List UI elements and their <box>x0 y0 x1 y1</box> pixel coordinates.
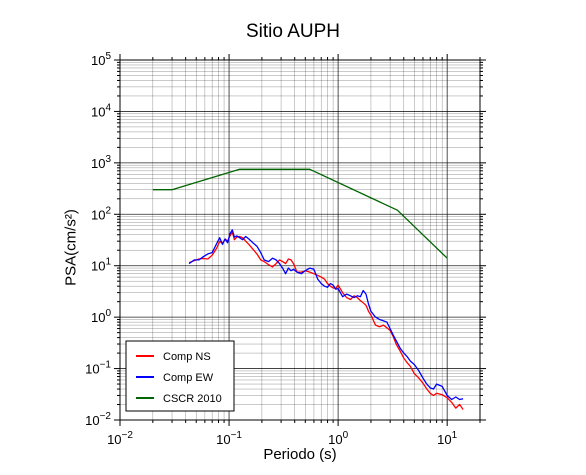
y-tick-labels: 10−2 10−1 100 101 102 103 104 105 <box>85 51 111 428</box>
x-axis-label: Periodo (s) <box>263 446 337 463</box>
series-group <box>152 168 464 410</box>
tick-marks <box>114 54 486 426</box>
legend-label: CSCR 2010 <box>163 393 222 405</box>
y-tick-label: 100 <box>91 308 111 325</box>
y-tick-label: 10−1 <box>85 360 111 377</box>
x-tick-labels: 10−2 10−1 100 101 <box>107 430 458 447</box>
series-line-cscr-2010 <box>152 168 448 259</box>
x-tick-label: 10−2 <box>107 430 133 447</box>
legend: Comp NS Comp EW CSCR 2010 <box>125 340 235 412</box>
x-tick-label: 101 <box>437 430 457 447</box>
y-tick-label: 101 <box>91 257 111 274</box>
grid-lines <box>119 59 481 421</box>
y-tick-label: 103 <box>91 154 111 171</box>
y-axis-label: PSA(cm/s²) <box>62 209 80 286</box>
legend-label: Comp EW <box>163 372 214 384</box>
x-tick-label: 100 <box>328 430 348 447</box>
y-tick-label: 104 <box>91 102 111 119</box>
series-line-comp-ew <box>188 229 464 401</box>
x-tick-label: 10−1 <box>216 430 242 447</box>
plot-frame <box>119 59 481 421</box>
chart-title: Sitio AUPH <box>246 21 340 42</box>
y-tick-label: 102 <box>91 205 111 222</box>
y-tick-label: 10−2 <box>85 411 111 428</box>
series-line-comp-ns <box>188 231 464 410</box>
y-tick-label: 105 <box>91 51 111 68</box>
legend-label: Comp NS <box>163 351 211 363</box>
